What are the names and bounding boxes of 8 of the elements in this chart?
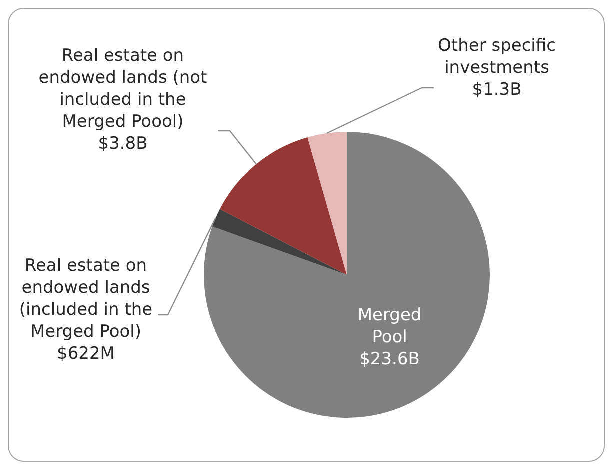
data-label: $3.8B <box>98 134 148 154</box>
data-label: $1.3B <box>472 80 522 100</box>
slice-label: Real estate on endowed lands (not included in the Merged Poool) <box>38 46 208 132</box>
data-label: $622M <box>57 344 115 364</box>
slice-label: Merged Pool <box>358 306 422 348</box>
data-label: $23.6B <box>360 350 420 370</box>
slice-label: Other specific investments <box>438 36 556 78</box>
slice-label: Real estate on endowed lands (included in the Merged Pool) <box>19 256 153 342</box>
